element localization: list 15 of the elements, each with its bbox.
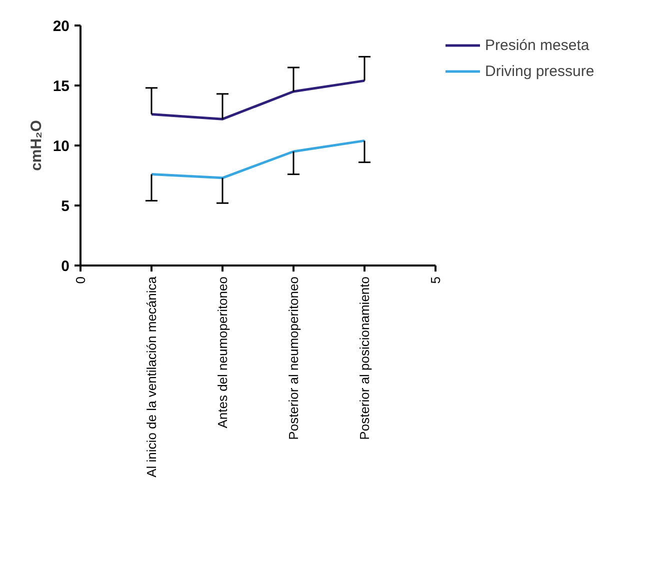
- line-series: [150, 79, 366, 120]
- legend-label: Presión meseta: [485, 36, 590, 54]
- y-tick-label: 5: [61, 198, 70, 215]
- x-tick-label: Posterior al neumoperitoneo: [286, 276, 301, 440]
- legend-label: Driving pressure: [485, 62, 594, 80]
- y-tick-label: 20: [52, 18, 70, 35]
- line-series: [150, 139, 366, 180]
- x-tick-label: Posterior al posicionamiento: [357, 276, 372, 440]
- y-axis-title: cmH₂O: [28, 120, 45, 171]
- x-tick-label: Antes del neumoperitoneo: [215, 276, 230, 428]
- y-tick-label: 10: [52, 138, 70, 155]
- y-tick-label: 15: [52, 78, 70, 95]
- x-tick-label: 5: [428, 276, 443, 284]
- x-tick-label: Al inicio de la ventilación mecánica: [144, 276, 159, 478]
- x-tick-label: 0: [73, 276, 88, 284]
